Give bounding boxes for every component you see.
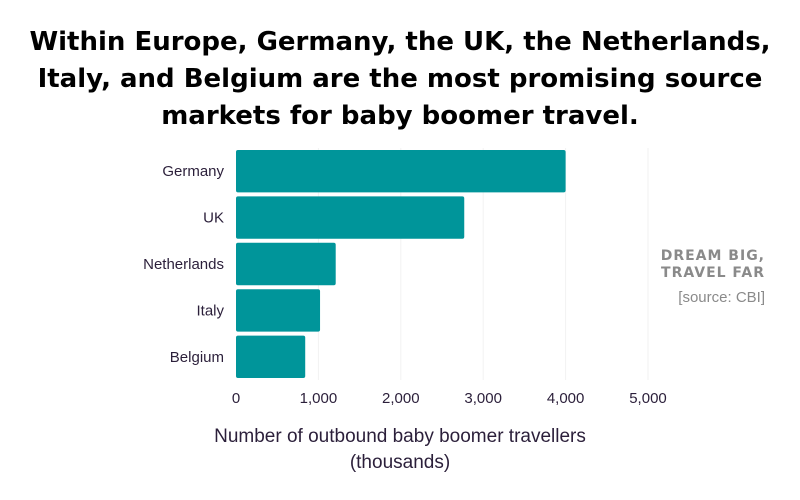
x-axis-label-line-1: Number of outbound baby boomer traveller… xyxy=(214,426,586,447)
source-note: [source: CBI] xyxy=(678,289,765,306)
category-labels: Germany UK Netherlands Italy Belgium xyxy=(143,163,224,366)
brand-line-1: DREAM BIG, xyxy=(660,248,765,264)
category-label: Belgium xyxy=(170,349,224,366)
x-tick-label: 1,000 xyxy=(300,390,338,407)
x-tick-labels: 0 1,000 2,000 3,000 4,000 5,000 xyxy=(232,390,667,407)
x-tick-label: 4,000 xyxy=(547,390,585,407)
x-tick-label: 5,000 xyxy=(629,390,667,407)
x-tick-label: 2,000 xyxy=(382,390,420,407)
category-label: Netherlands xyxy=(143,256,224,273)
x-tick-label: 0 xyxy=(232,390,240,407)
category-label: Germany xyxy=(162,163,224,180)
category-label: UK xyxy=(203,210,224,227)
bar-italy xyxy=(236,289,321,332)
brand-line-2: TRAVEL FAR xyxy=(661,265,765,281)
bars xyxy=(236,150,566,378)
bar-germany xyxy=(236,150,566,193)
x-axis-label: Number of outbound baby boomer traveller… xyxy=(150,424,650,476)
bar-uk xyxy=(236,196,465,239)
category-label: Italy xyxy=(196,302,224,319)
x-tick-label: 3,000 xyxy=(464,390,502,407)
x-axis-label-line-2: (thousands) xyxy=(349,452,451,473)
page-title: Within Europe, Germany, the UK, the Neth… xyxy=(29,27,771,131)
bar-belgium xyxy=(236,335,306,378)
brand-logo: DREAM BIG, TRAVEL FAR xyxy=(650,248,765,282)
bar-netherlands xyxy=(236,242,336,286)
